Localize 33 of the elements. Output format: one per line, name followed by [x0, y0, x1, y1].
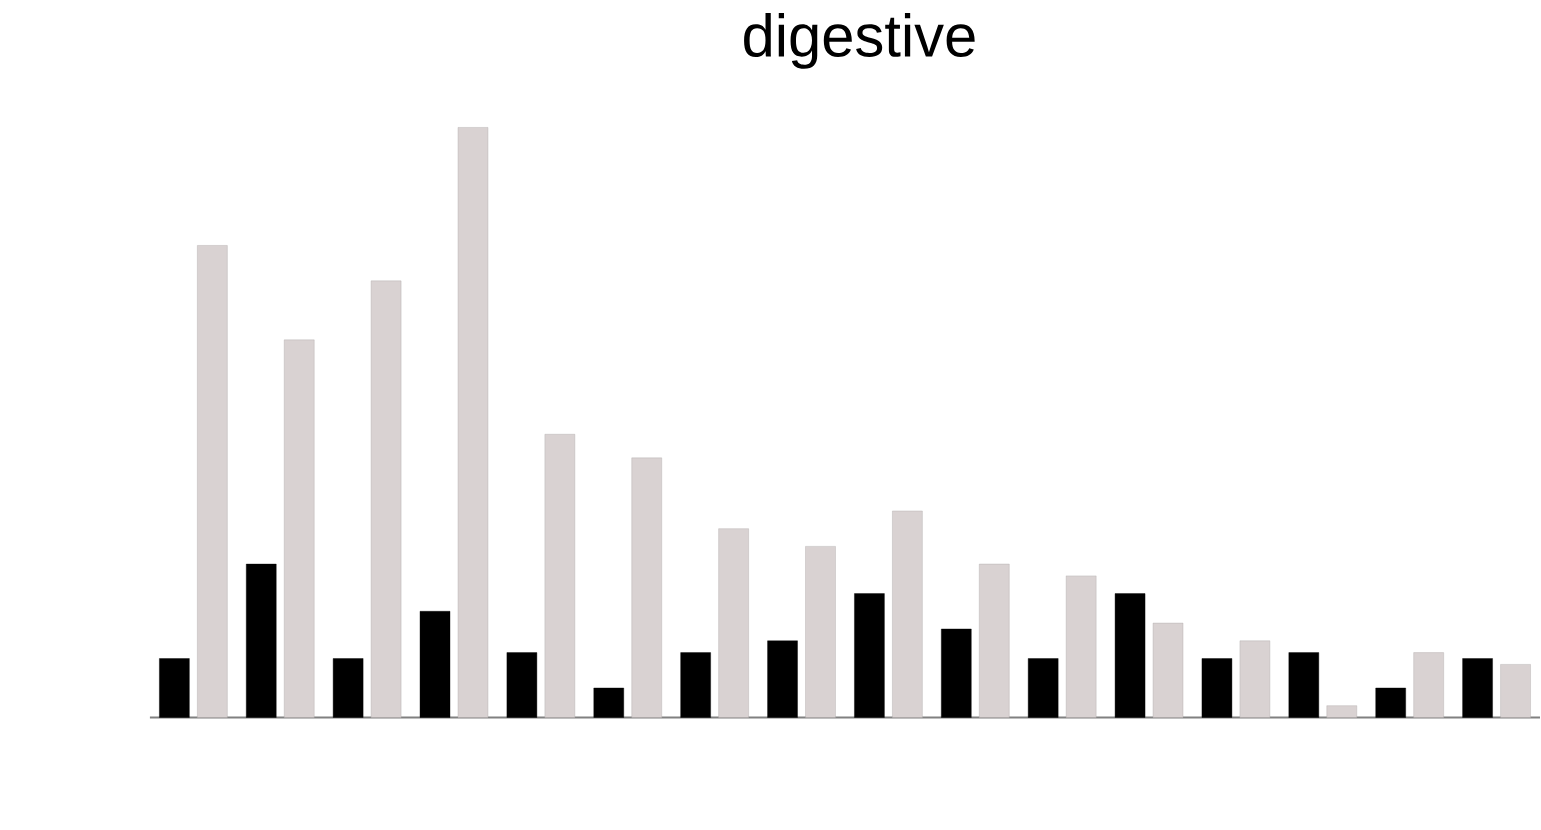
- bar: [1065, 575, 1097, 718]
- bar: [159, 658, 190, 718]
- bar: [284, 339, 315, 718]
- bar: [805, 545, 836, 718]
- chart-title: digestive: [744, 12, 975, 69]
- bar: [979, 563, 1010, 718]
- bar: [1114, 593, 1146, 718]
- bar: [544, 433, 576, 718]
- bar: [370, 280, 402, 718]
- bar: [1500, 663, 1531, 718]
- bar: [1201, 658, 1233, 718]
- bar: [419, 610, 451, 718]
- bar: [1239, 640, 1271, 718]
- bar: [332, 658, 364, 718]
- bar: [892, 510, 923, 718]
- bar: [1462, 658, 1493, 718]
- bar: [718, 528, 749, 718]
- bar: [593, 687, 624, 718]
- bar: [1413, 652, 1444, 718]
- bar: [197, 245, 228, 718]
- bar: [506, 652, 538, 718]
- bar: [457, 127, 489, 718]
- bar: [1375, 687, 1406, 718]
- bar: [767, 640, 798, 718]
- bar: [1326, 705, 1357, 718]
- bar: [1288, 652, 1320, 718]
- bar: [1152, 622, 1184, 718]
- bar: [631, 457, 662, 718]
- bar: [1027, 658, 1059, 718]
- bar: [680, 652, 711, 718]
- bar: [854, 593, 885, 718]
- bar: [941, 628, 972, 718]
- bar: [246, 563, 277, 718]
